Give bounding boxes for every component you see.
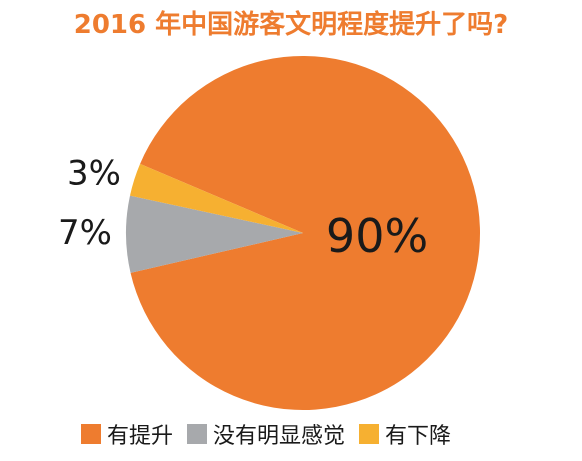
legend-label-no-change: 没有明显感觉 bbox=[213, 424, 346, 449]
legend-item-declined: 有下降 bbox=[359, 418, 451, 450]
chart-title: 2016 年中国游客文明程度提升了吗? bbox=[73, 10, 509, 40]
legend-item-no-change: 没有明显感觉 bbox=[187, 418, 345, 450]
legend-swatch-improved bbox=[81, 424, 101, 444]
slice-no-change bbox=[126, 195, 304, 273]
legend-swatch-declined bbox=[359, 424, 380, 444]
label-declined: 3% bbox=[67, 154, 121, 194]
legend-item-improved: 有提升 bbox=[81, 418, 173, 450]
legend-label-declined: 有下降 bbox=[385, 424, 452, 449]
chart-legend: 有提升 没有明显感觉 有下降 bbox=[81, 418, 465, 450]
slice-declined bbox=[129, 163, 303, 233]
slice-improved bbox=[130, 56, 480, 411]
label-improved: 90% bbox=[326, 209, 428, 263]
legend-swatch-no-change bbox=[187, 424, 208, 444]
label-no-change: 7% bbox=[58, 213, 112, 253]
legend-label-improved: 有提升 bbox=[107, 424, 174, 449]
